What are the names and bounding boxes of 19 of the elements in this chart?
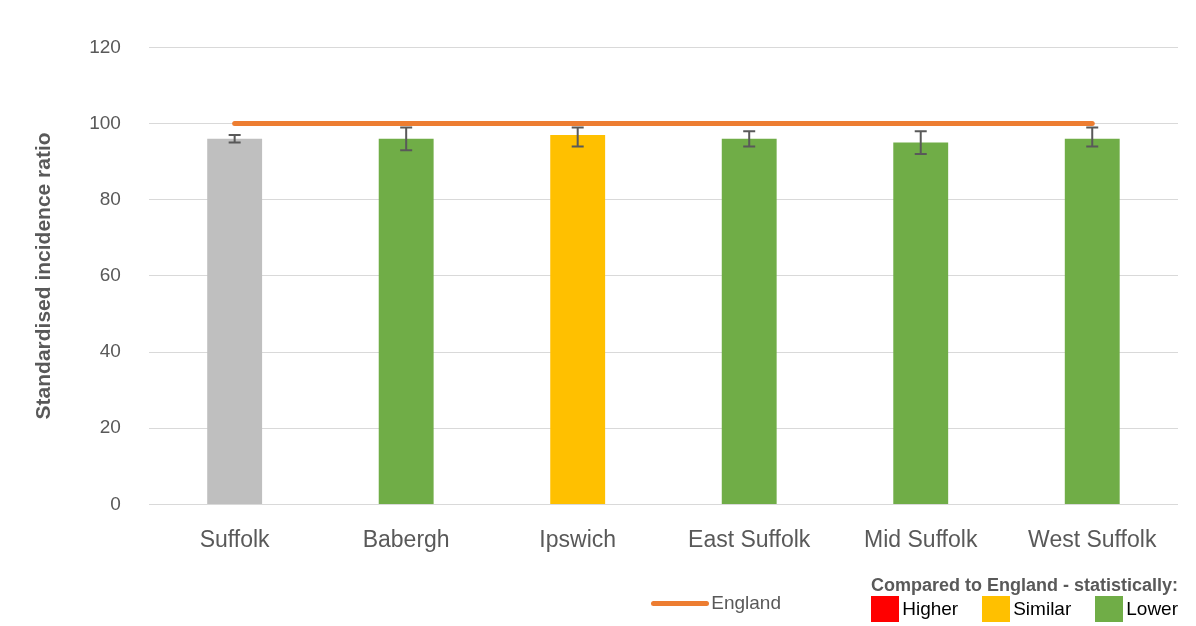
x-tick-label: Suffolk — [199, 525, 271, 552]
x-tick-label: Babergh — [362, 525, 450, 552]
legend-title: Compared to England - statistically: — [870, 575, 1178, 596]
legend-label: England — [711, 592, 781, 614]
y-tick-label: 0 — [110, 492, 121, 514]
legend-label: Similar — [1013, 598, 1072, 620]
y-tick-label: 60 — [99, 264, 121, 286]
x-tick-label: Mid Suffolk — [864, 525, 978, 552]
y-tick-label: 80 — [99, 187, 121, 209]
legend-label: Lower — [1126, 598, 1178, 620]
legend-label: Higher — [902, 598, 959, 620]
y-tick-label: 20 — [99, 416, 121, 438]
y-tick-label: 120 — [89, 35, 121, 57]
y-axis-title: Standardised incidence ratio — [31, 132, 55, 420]
y-tick-label: 40 — [99, 340, 121, 362]
x-tick-label: Ipswich — [539, 525, 617, 552]
x-tick-label: West Suffolk — [1028, 525, 1157, 552]
x-tick-label: East Suffolk — [688, 525, 811, 552]
y-tick-label: 100 — [89, 111, 121, 133]
